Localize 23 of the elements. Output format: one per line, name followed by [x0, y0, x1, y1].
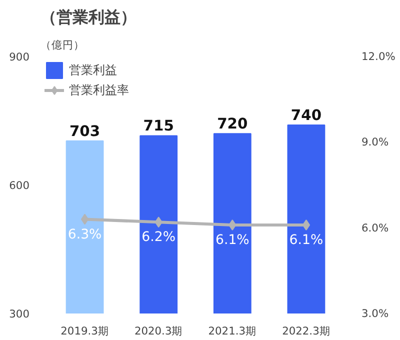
x-tick-label: 2019.3期	[60, 324, 109, 338]
y2-tick-label: 12.0%	[362, 50, 396, 63]
y2-tick-label: 9.0%	[362, 136, 389, 149]
y-tick-label: 900	[9, 50, 30, 64]
x-tick-label: 2022.3期	[282, 324, 330, 338]
y-axis-title: （億円）	[40, 38, 84, 52]
data-label: 715	[143, 118, 174, 135]
data-label: 6.2%	[142, 230, 176, 246]
data-label: 703	[69, 122, 100, 140]
x-tick-label: 2021.3期	[208, 324, 257, 338]
data-label: 740	[290, 107, 322, 124]
chart-title: （営業利益）	[40, 8, 136, 26]
data-label: 6.1%	[215, 232, 250, 248]
y-tick-label: 300	[9, 308, 30, 320]
data-label: 6.3%	[68, 227, 102, 242]
x-tick-label: 2020.3期	[134, 324, 183, 338]
y2-tick-label: 3.0%	[362, 307, 389, 320]
data-label: 720	[217, 116, 248, 133]
legend-label: 営業利益率	[69, 82, 129, 98]
y-tick-label: 600	[9, 179, 30, 192]
legend-label: 営業利益	[69, 62, 117, 78]
data-label: 6.1%	[289, 232, 324, 248]
y2-tick-label: 6.0%	[362, 221, 389, 234]
